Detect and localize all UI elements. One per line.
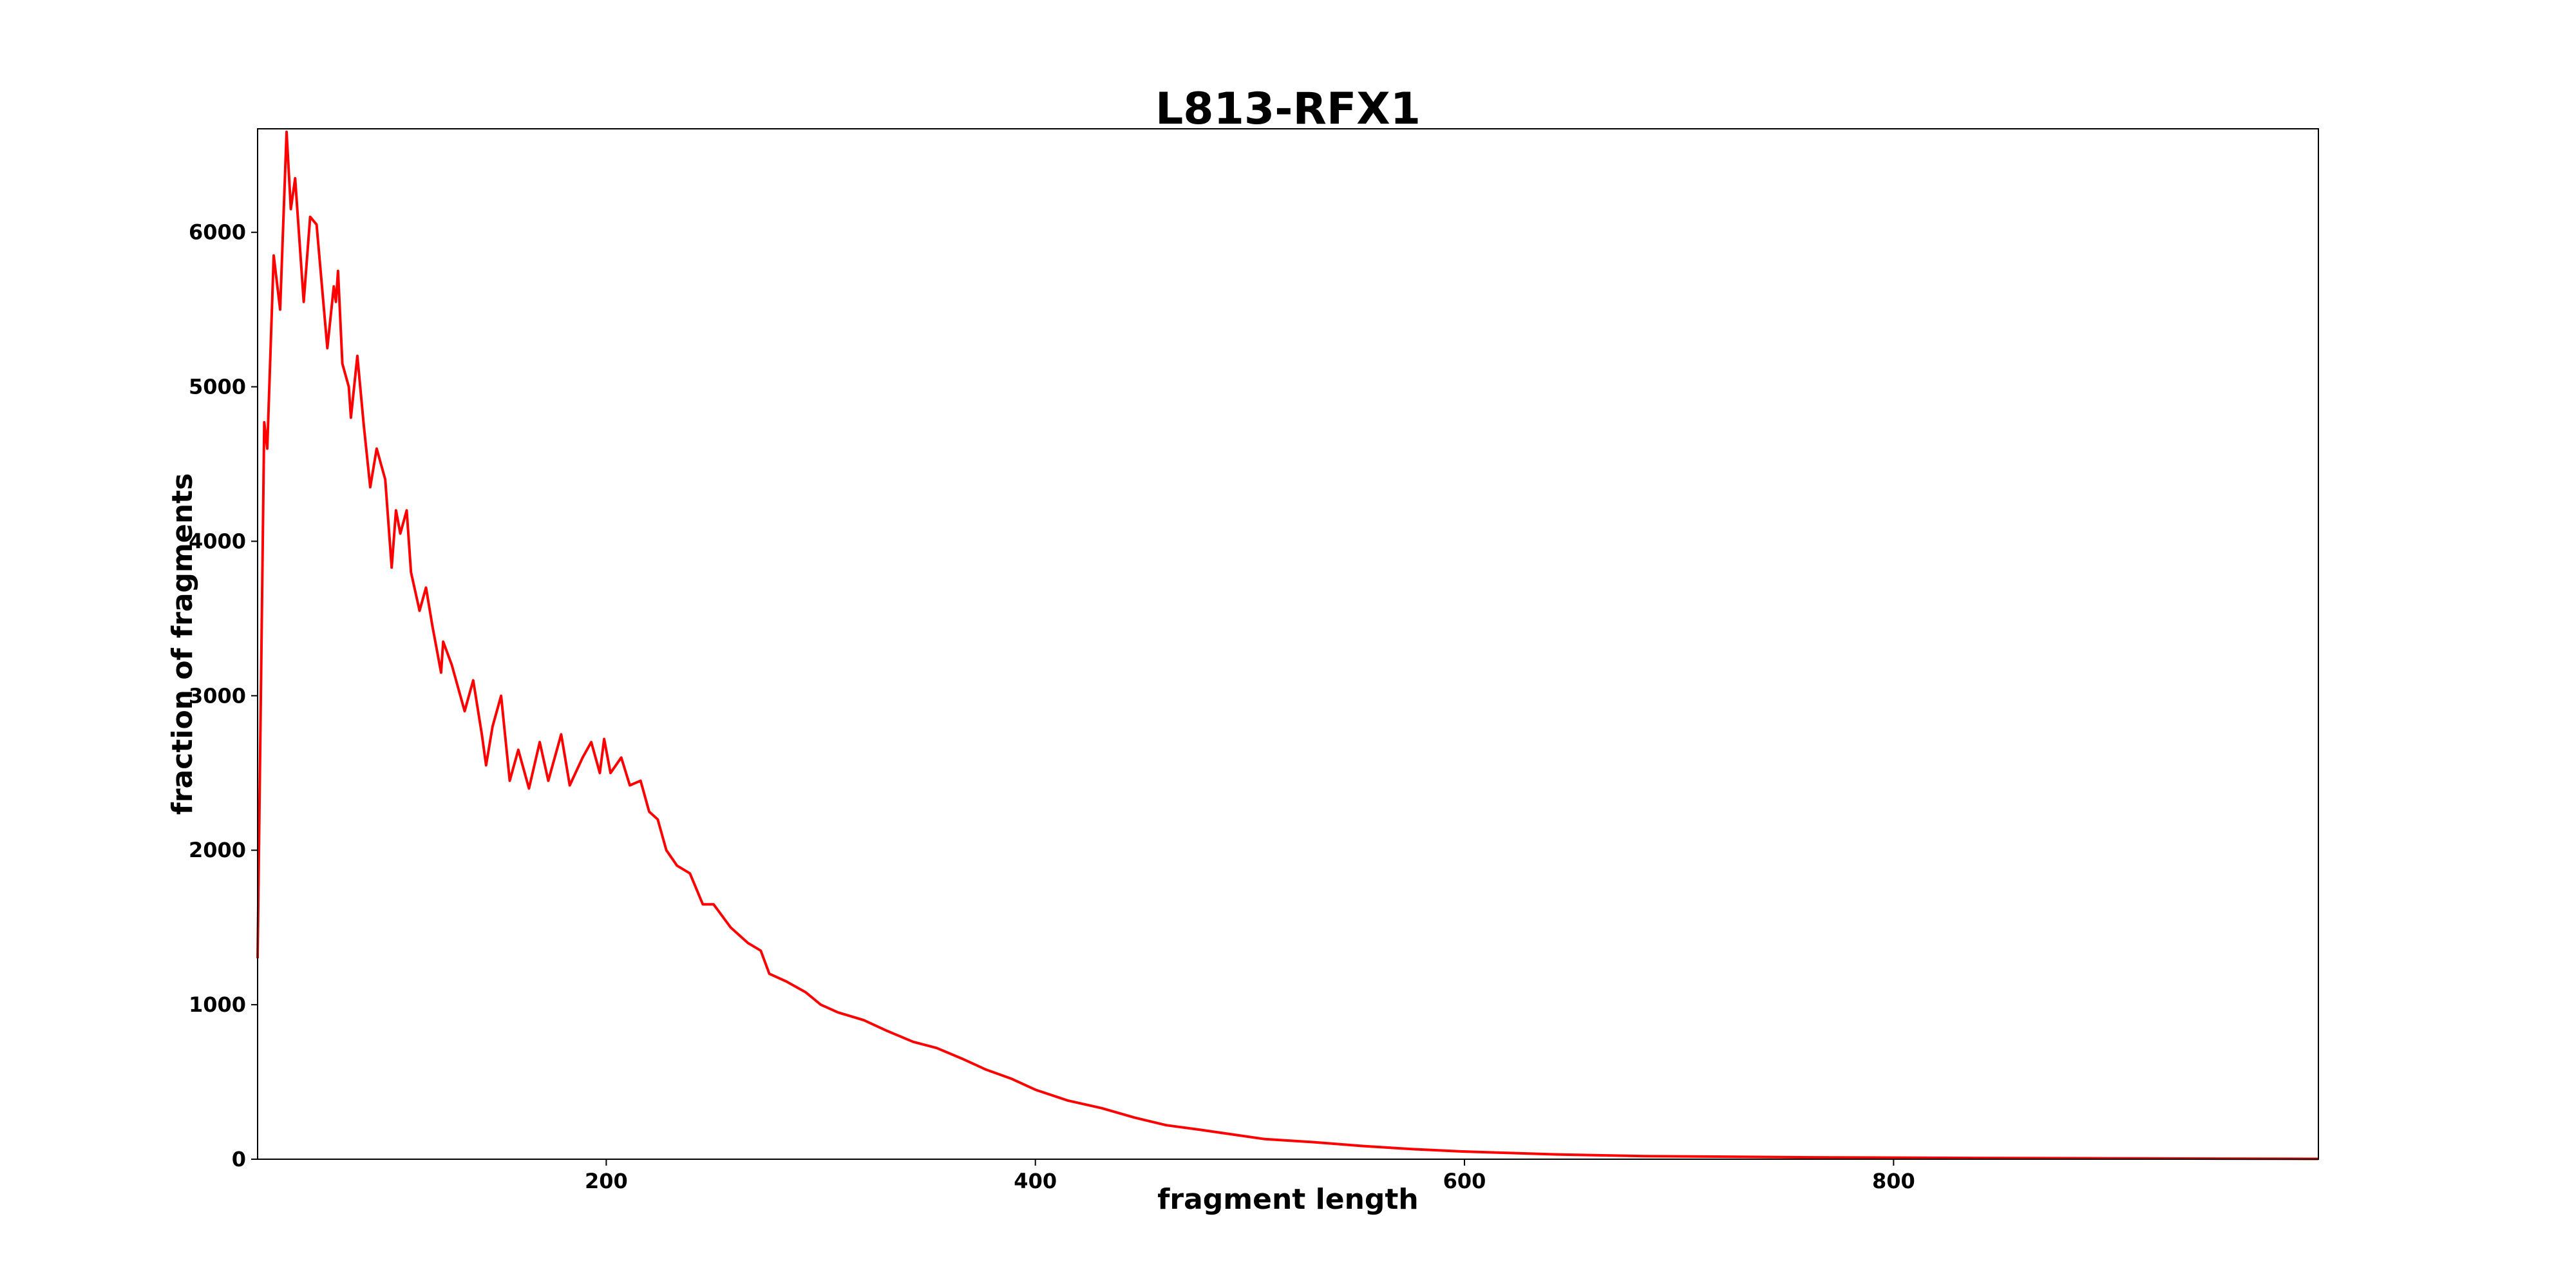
y-tick-label: 4000 [189,529,246,553]
series-line [256,130,2319,1160]
y-tick-label: 0 [232,1147,246,1171]
x-tick-label: 400 [1014,1169,1057,1193]
x-tick-label: 200 [585,1169,628,1193]
y-tick-label: 3000 [189,683,246,708]
plot-frame [257,128,2319,1160]
x-axis-label: fragment length [1157,1183,1419,1216]
x-tick-label: 800 [1872,1169,1915,1193]
y-tick-label: 6000 [189,220,246,245]
y-axis-label: fraction of fragments [166,473,199,815]
x-tick-label: 600 [1443,1169,1486,1193]
chart-title: L813-RFX1 [1155,84,1421,135]
y-tick-label: 1000 [189,992,246,1017]
y-tick-label: 5000 [189,375,246,399]
y-tick-label: 2000 [189,838,246,862]
